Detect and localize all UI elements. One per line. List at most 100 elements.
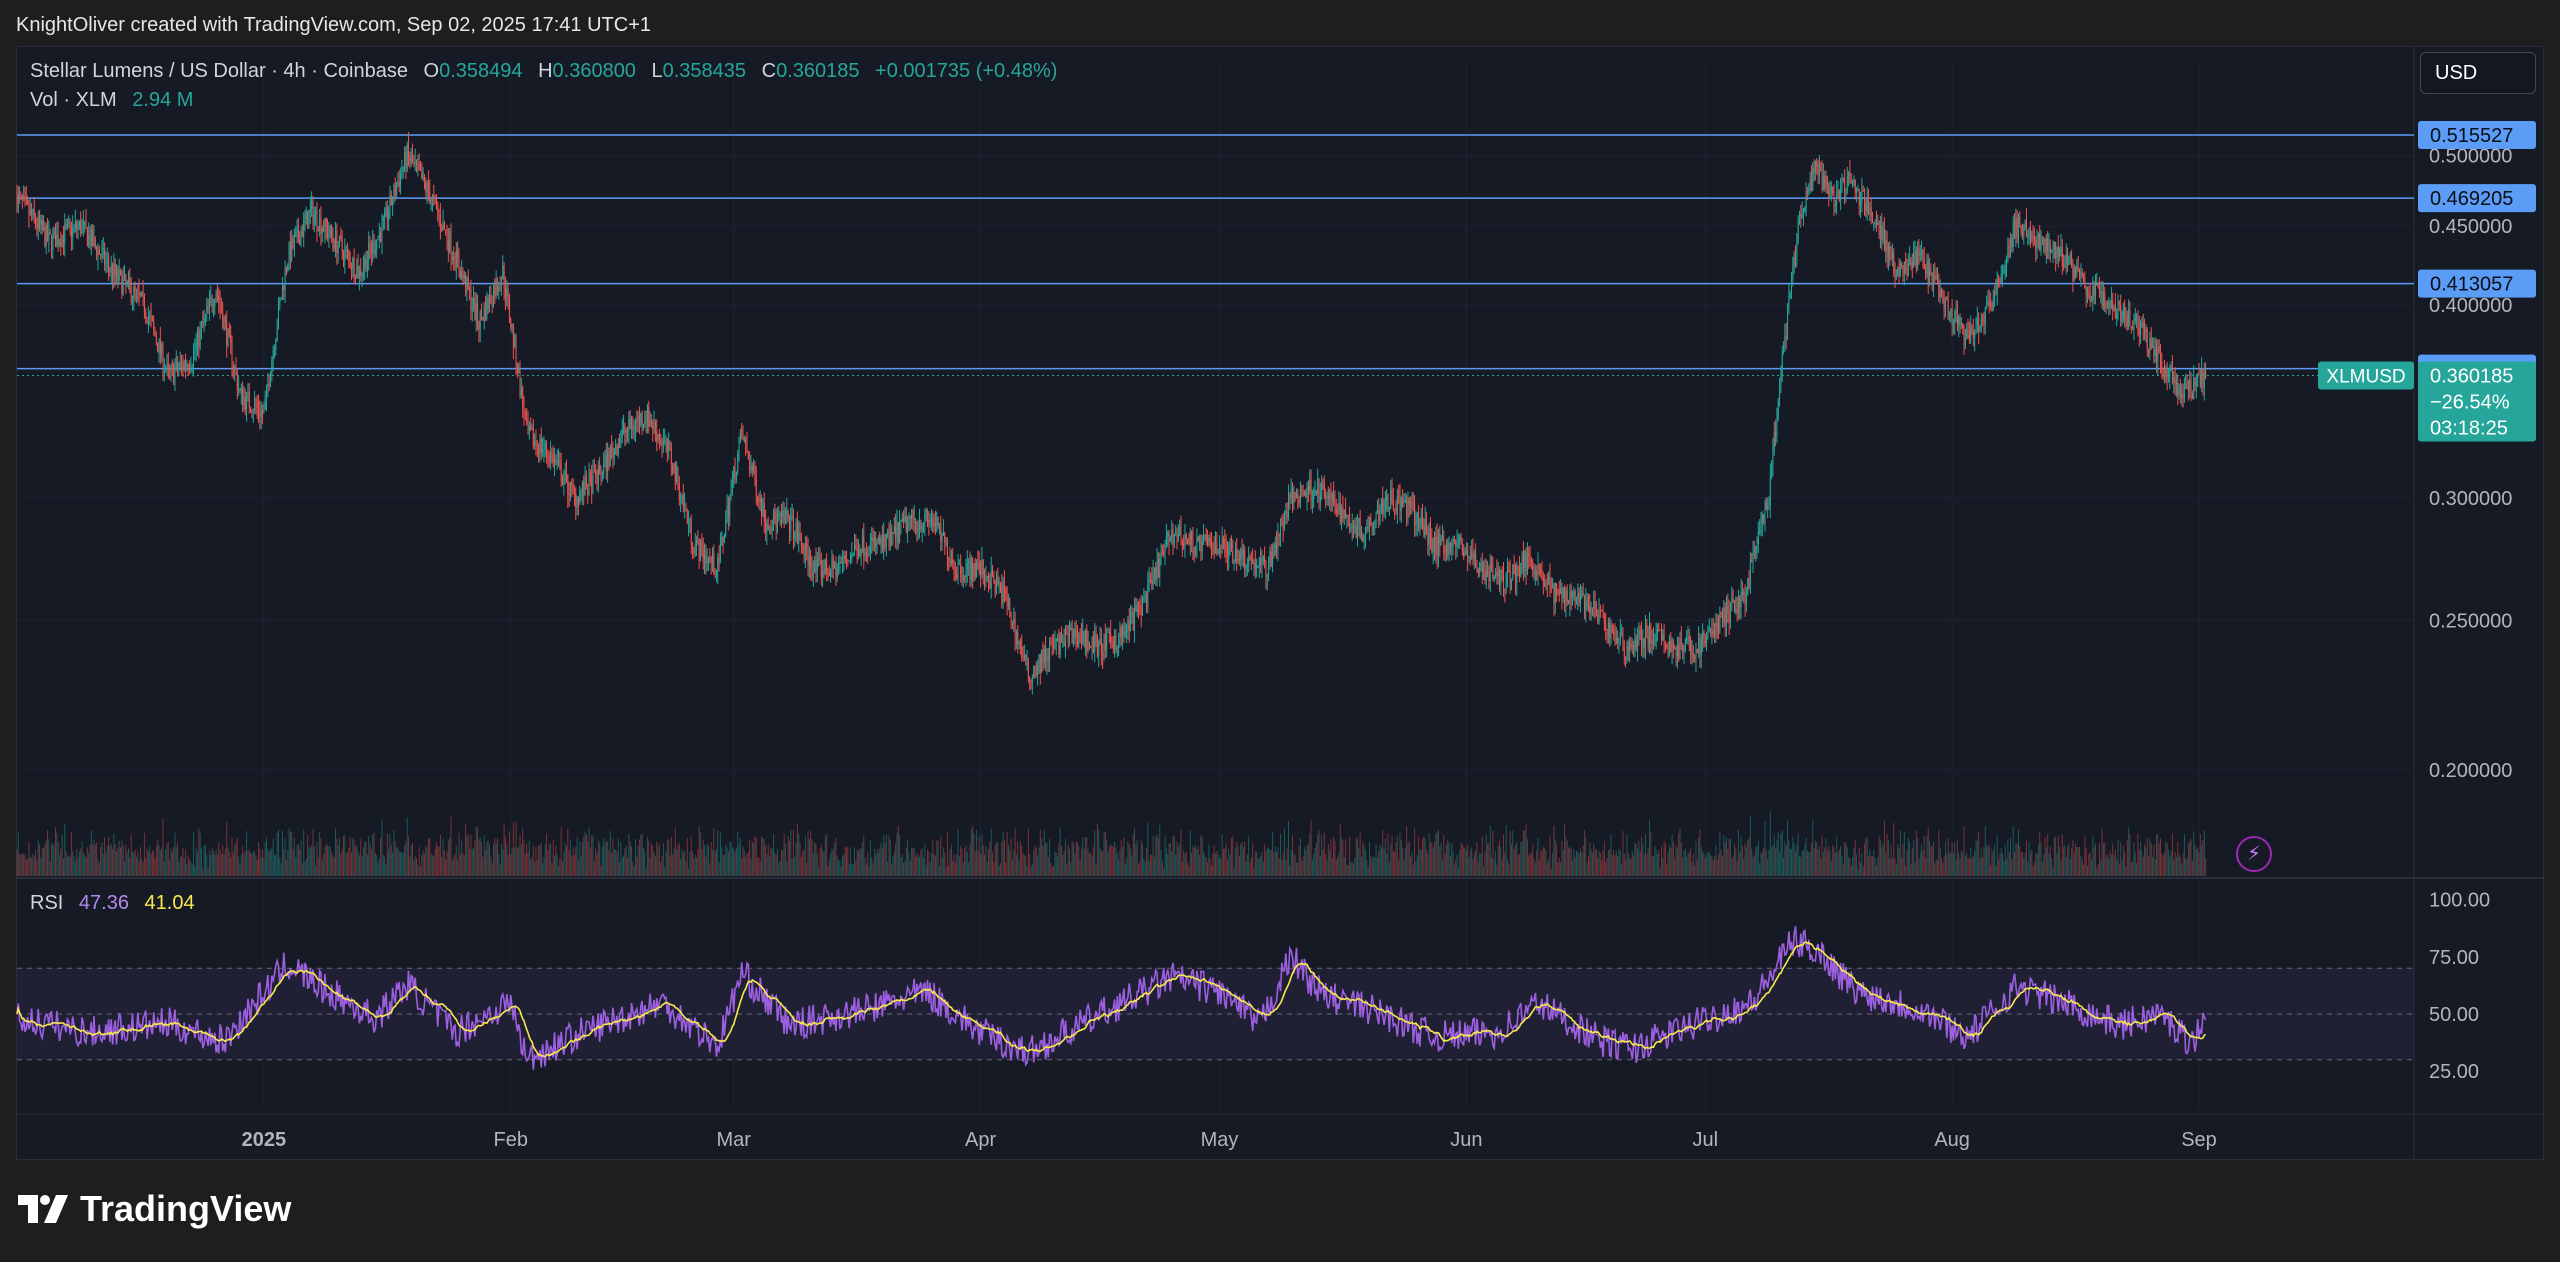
volume-bar (1025, 855, 1027, 876)
candle-body (1662, 633, 1664, 641)
candle-body (2085, 288, 2087, 295)
volume-bar (1185, 852, 1187, 876)
volume-bar (782, 849, 784, 876)
candle-body (1453, 539, 1455, 543)
candle-body (2116, 312, 2118, 318)
volume-bar (607, 841, 609, 876)
volume-bar (880, 842, 882, 876)
candle-body (1722, 614, 1724, 623)
candle-body (1572, 594, 1574, 598)
volume-bar (259, 849, 261, 876)
candle-body (1714, 634, 1716, 637)
volume-bar (2053, 837, 2055, 876)
candle-body (1796, 242, 1798, 256)
volume-bar (1111, 845, 1113, 876)
volume-bar (832, 850, 834, 876)
candle-body (1903, 261, 1905, 276)
candle-body (1959, 316, 1961, 326)
candle-body (300, 231, 302, 246)
candle-body (333, 240, 335, 249)
volume-bar (29, 856, 31, 876)
volume-bar (1517, 854, 1519, 876)
candle-body (1281, 518, 1283, 523)
volume-bar (737, 831, 739, 876)
candle-body (1228, 546, 1230, 558)
volume-bar (386, 833, 388, 876)
volume-bar (2120, 842, 2122, 876)
candle-body (324, 217, 326, 232)
candle-body (1479, 563, 1481, 573)
volume-bar (1169, 843, 1171, 876)
volume-bar (450, 816, 452, 876)
candle-body (1363, 535, 1365, 542)
candle-body (2064, 262, 2066, 268)
candle-body (1573, 591, 1575, 595)
candle-body (1826, 176, 1828, 186)
candle-body (276, 327, 278, 340)
volume-bar (956, 854, 958, 876)
candle-body (1869, 208, 1871, 210)
candle-body (1167, 532, 1169, 537)
volume-bar (397, 846, 399, 876)
volume-bar (1424, 838, 1426, 876)
candle-body (1037, 665, 1039, 676)
candle-body (707, 557, 709, 560)
volume-bar (783, 833, 785, 876)
volume-bar (2136, 863, 2138, 876)
candle-body (1637, 640, 1639, 650)
volume-bar (1966, 852, 1968, 876)
candle-body (1027, 660, 1029, 677)
volume-bar (1179, 843, 1181, 876)
candle-body (1096, 636, 1098, 656)
candle-body (2069, 254, 2071, 256)
volume-bar (1857, 869, 1859, 876)
candle-body (2024, 220, 2026, 230)
candle-body (1326, 495, 1328, 499)
volume-bar (1613, 849, 1615, 876)
volume-bar (1767, 859, 1769, 876)
candle-body (1023, 655, 1025, 659)
volume-bar (1882, 843, 1884, 876)
candle-body (474, 297, 476, 320)
volume-bar (989, 841, 991, 876)
volume-bar (1092, 846, 1094, 876)
volume-bar (1528, 855, 1530, 876)
volume-bar (324, 846, 326, 876)
volume-bar (1380, 846, 1382, 876)
candle-body (992, 569, 994, 576)
volume-bar (267, 848, 269, 876)
candle-body (2063, 265, 2065, 268)
volume-bar (2004, 844, 2006, 876)
volume-bar (640, 835, 642, 876)
volume-bar (2044, 837, 2046, 876)
candle-body (1156, 560, 1158, 580)
volume-bar (807, 831, 809, 876)
candle-body (2088, 293, 2090, 296)
candle-body (17, 193, 19, 209)
volume-bar (944, 852, 946, 876)
candle-body (1065, 632, 1067, 647)
candle-body (362, 267, 364, 273)
volume-bar (2084, 836, 2086, 876)
volume-bar (1576, 850, 1578, 876)
candle-body (1078, 633, 1080, 645)
candle-body (2089, 295, 2091, 302)
candle-body (1513, 564, 1515, 574)
volume-bar (113, 833, 115, 876)
volume-bar (1759, 863, 1761, 876)
candle-body (865, 552, 867, 555)
candle-body (528, 425, 530, 431)
candle-body (1806, 191, 1808, 193)
volume-bar (1601, 860, 1603, 876)
volume-bar (1764, 821, 1766, 876)
candle-body (2007, 246, 2009, 262)
volume-bar (2083, 864, 2085, 876)
candle-body (915, 518, 917, 522)
volume-bar (1043, 830, 1045, 876)
volume-bar (1893, 822, 1895, 876)
volume-bar (1793, 842, 1795, 876)
volume-bar (276, 832, 278, 876)
candle-body (1842, 177, 1844, 179)
candle-body (892, 532, 894, 535)
